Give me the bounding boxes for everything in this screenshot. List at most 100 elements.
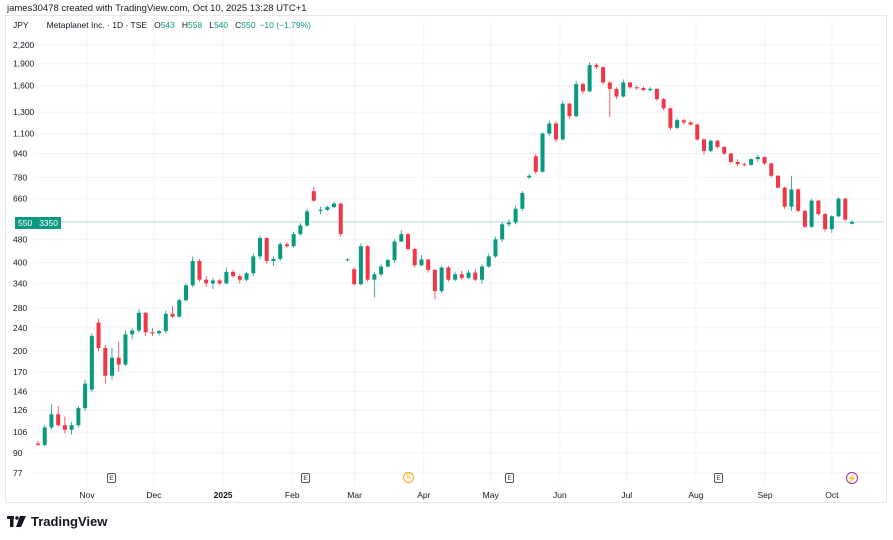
x-tick-label: 2025 xyxy=(214,490,233,500)
candle-body xyxy=(554,123,558,140)
earnings-marker[interactable]: E xyxy=(301,473,310,483)
candle-body xyxy=(325,207,330,210)
candle-body xyxy=(379,266,384,275)
x-tick-label: Aug xyxy=(688,490,703,500)
bar-countdown: 3350 xyxy=(39,218,58,228)
split-coin-icon[interactable]: S xyxy=(403,472,414,483)
candle-body xyxy=(56,414,61,426)
currency-label: JPY xyxy=(13,20,29,30)
candle-body xyxy=(648,88,653,91)
y-tick-label: 1,600 xyxy=(13,81,35,91)
candle-body xyxy=(520,193,525,209)
candle-body xyxy=(332,203,336,208)
candle-body xyxy=(708,140,713,151)
candle-body xyxy=(116,357,121,365)
candle-body xyxy=(675,120,680,128)
candle-body xyxy=(42,427,47,445)
candle-body xyxy=(480,266,484,280)
y-tick-label: 280 xyxy=(13,303,27,313)
low-label: L xyxy=(209,20,214,30)
tradingview-logo[interactable]: TradingView xyxy=(7,514,107,529)
y-tick-label: 2,200 xyxy=(13,40,35,50)
candle-body xyxy=(540,133,545,172)
candle-body xyxy=(513,208,518,223)
candle-body xyxy=(237,276,242,280)
candle-body xyxy=(668,108,673,128)
candle-body xyxy=(560,103,565,140)
y-tick-label: 780 xyxy=(13,172,27,182)
tradingview-logo-icon xyxy=(7,516,26,527)
lightning-icon[interactable]: ⚡ xyxy=(846,472,858,484)
candle-body xyxy=(789,189,794,207)
candle-body xyxy=(352,269,357,285)
y-tick-label: 1,300 xyxy=(13,107,35,117)
x-tick-label: Mar xyxy=(347,490,362,500)
candle-body xyxy=(318,209,323,211)
earnings-marker[interactable]: E xyxy=(714,473,723,483)
y-tick-label: 660 xyxy=(13,194,27,204)
candle-body xyxy=(628,82,632,88)
chart-credit: james30478 created with TradingView.com,… xyxy=(7,3,307,14)
y-tick-label: 200 xyxy=(13,346,27,356)
candle-body xyxy=(291,234,296,247)
candle-body xyxy=(150,332,155,334)
candle-body xyxy=(305,211,310,226)
candle-body xyxy=(688,122,693,125)
candle-body xyxy=(587,65,592,92)
candle-body xyxy=(473,272,478,280)
candle-body xyxy=(143,312,148,333)
candle-body xyxy=(190,261,195,286)
candle-body xyxy=(210,280,215,284)
y-tick-label: 77 xyxy=(13,468,23,478)
x-tick-label: Apr xyxy=(417,490,430,500)
candle-body xyxy=(372,274,377,280)
candle-body xyxy=(439,267,444,292)
y-tick-label: 940 xyxy=(13,149,27,159)
candle-body xyxy=(83,383,88,409)
y-tick-label: 1,100 xyxy=(13,128,35,138)
candle-body xyxy=(614,88,619,97)
candle-body xyxy=(338,203,343,235)
candle-body xyxy=(264,238,269,262)
x-tick-label: Jun xyxy=(553,490,567,500)
candle-body xyxy=(728,153,733,162)
earnings-marker[interactable]: E xyxy=(505,473,514,483)
candle-body xyxy=(311,191,316,201)
candle-body xyxy=(702,139,706,151)
candle-body xyxy=(157,331,162,334)
x-tick-label: Dec xyxy=(146,490,162,500)
candle-body xyxy=(661,99,666,109)
earnings-marker[interactable]: E xyxy=(107,473,116,483)
candle-body xyxy=(197,261,202,280)
symbol-legend: JPY Metaplanet Inc. · 1D · TSE O 543 H 558… xyxy=(13,20,311,30)
candle-body xyxy=(110,357,114,376)
candle-body xyxy=(170,313,175,317)
candle-body xyxy=(251,256,256,274)
candle-body xyxy=(466,272,471,278)
last-price-label: 550 3350 xyxy=(15,217,61,229)
candle-body xyxy=(224,271,229,284)
candle-body xyxy=(735,161,740,165)
candle-body xyxy=(258,238,262,257)
candle-body xyxy=(607,82,612,89)
high-label: H xyxy=(181,20,189,30)
y-tick-label: 126 xyxy=(13,405,27,415)
candle-body xyxy=(392,241,397,261)
candle-body xyxy=(782,187,787,207)
candle-body xyxy=(742,164,747,166)
candle-body xyxy=(621,82,626,97)
open-label: O xyxy=(154,20,161,30)
change-value: −10 (−1.79%) xyxy=(259,20,311,30)
close-value: 550 xyxy=(241,20,256,30)
candle-body xyxy=(130,330,135,335)
candle-body xyxy=(567,103,572,117)
x-tick-label: Sep xyxy=(757,490,772,500)
candle-body xyxy=(493,239,498,257)
candle-body xyxy=(231,271,236,277)
candle-body xyxy=(500,224,505,240)
symbol-title[interactable]: Metaplanet Inc. · 1D · TSE xyxy=(46,20,148,30)
high-value: 558 xyxy=(188,20,203,30)
candle-body xyxy=(217,280,222,284)
candle-body xyxy=(836,198,841,217)
